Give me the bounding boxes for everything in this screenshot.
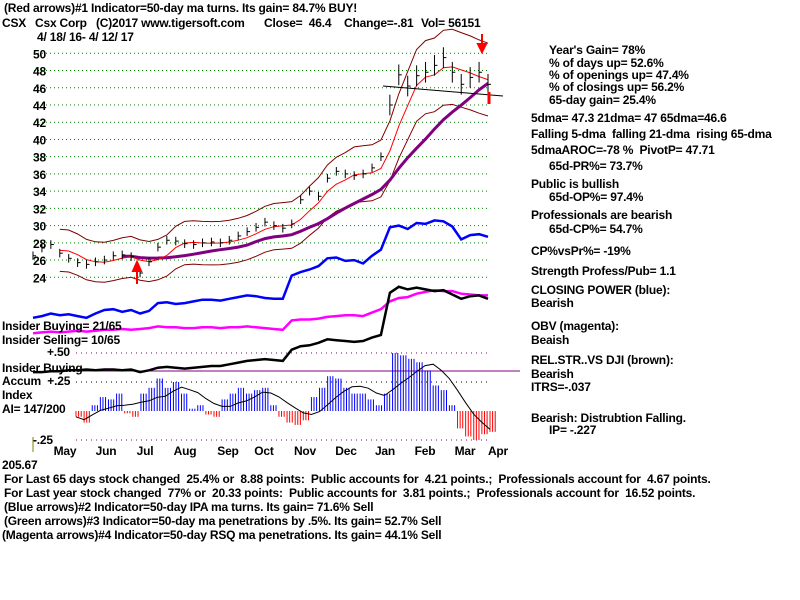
cp-vs-pr: CP%vsPr%= -19% bbox=[531, 244, 631, 258]
rs-label: REL.STR..VS DJI (brown): bbox=[531, 353, 674, 367]
footer-last-year: For Last year stock changed 77% or 20.33… bbox=[4, 486, 696, 500]
y-tick-label: 30 bbox=[33, 220, 46, 234]
ip-label: Bearish: Distrubtion Falling. bbox=[531, 411, 686, 425]
ma21-line bbox=[59, 66, 489, 263]
insider-selling: Insider Selling= 10/65 bbox=[2, 333, 120, 347]
obv-line bbox=[32, 288, 488, 335]
x-tick-label: Jan bbox=[375, 444, 395, 458]
volume-value: Vol= 56151 bbox=[421, 16, 481, 30]
y-tick-label: 38 bbox=[33, 151, 46, 165]
signal-line: (Red arrows)#1 Indicator=50-day ma turns… bbox=[4, 1, 358, 15]
gain-65d: 65-day gain= 25.4% bbox=[549, 93, 656, 107]
closings-up: % of closings up= 56.2% bbox=[549, 80, 685, 94]
accum-plus25-label: Accum +.25 bbox=[2, 374, 71, 388]
professionals-status: Professionals are bearish bbox=[531, 208, 673, 222]
y-tick-label: 26 bbox=[33, 254, 46, 268]
x-tick-label: May bbox=[54, 444, 77, 458]
change-value: Change=-.81 bbox=[344, 16, 414, 30]
closing-power-label: CLOSING POWER (blue): bbox=[531, 283, 671, 297]
y-tick-label: 40 bbox=[33, 133, 46, 147]
footer-magenta-arrows: (Magenta arrows)#4 Indicator=50-day RSQ … bbox=[2, 528, 442, 542]
insider-buying: Insider Buying= 21/65 bbox=[2, 319, 122, 333]
y-tick-label: 42 bbox=[33, 116, 46, 130]
strength-ratio: Strength Profess/Pub= 1.1 bbox=[531, 264, 676, 278]
dma-trend: Falling 5-dma falling 21-dma rising 65-d… bbox=[531, 127, 772, 141]
x-tick-label: Aug bbox=[174, 444, 197, 458]
lower-band bbox=[59, 103, 489, 283]
x-tick-label: Sep bbox=[217, 444, 238, 458]
insider-buying-label: Insider Buying bbox=[2, 361, 83, 375]
closing-power-line bbox=[32, 219, 489, 320]
y-tick-label: 28 bbox=[33, 237, 46, 251]
days-up: % of days up= 52.6% bbox=[549, 56, 664, 70]
x-tick-label: Jul bbox=[137, 444, 154, 458]
sell-arrow-icon bbox=[476, 34, 488, 55]
close-value: Close= 46.4 bbox=[264, 16, 332, 30]
y-tick-label: 32 bbox=[33, 202, 46, 216]
rel-strength-line bbox=[33, 285, 489, 374]
x-tick-label: Nov bbox=[294, 444, 317, 458]
footer-green-arrows: (Green arrows)#3 Indicator=50-day ma pen… bbox=[4, 514, 442, 528]
pivot-trendline bbox=[382, 85, 504, 97]
index-label: Index bbox=[2, 388, 33, 402]
y-tick-label: 44 bbox=[33, 99, 46, 113]
ticker: CSX bbox=[2, 16, 27, 30]
upper-band bbox=[59, 28, 489, 243]
accum-ma-line bbox=[75, 363, 491, 430]
x-tick-label: Apr bbox=[488, 444, 509, 458]
y-tick-label: 46 bbox=[33, 82, 46, 96]
y-tick-label: 34 bbox=[33, 185, 46, 199]
rs-value: Bearish bbox=[531, 367, 574, 381]
footer-blue-arrows: (Blue arrows)#2 Indicator=50-day IPA ma … bbox=[4, 500, 374, 514]
x-tick-label: Jun bbox=[96, 444, 117, 458]
dma-values: 5dma= 47.3 21dma= 47 65dma=46.6 bbox=[531, 111, 727, 125]
y-tick-label: 50 bbox=[33, 47, 46, 61]
obv-label: OBV (magenta): bbox=[531, 319, 619, 333]
op-65d: 65d-OP%= 97.4% bbox=[549, 190, 644, 204]
openings-up: % of openings up= 47.4% bbox=[549, 68, 689, 82]
cp-65d: 65d-CP%= 54.7% bbox=[549, 222, 643, 236]
y-tick-label: 48 bbox=[33, 65, 46, 79]
accum-plus50-label: +.50 bbox=[47, 345, 70, 359]
x-tick-label: Dec bbox=[335, 444, 357, 458]
y-tick-label: 36 bbox=[33, 168, 46, 182]
footer-65-days: For Last 65 days stock changed 25.4% or … bbox=[4, 472, 711, 486]
x-tick-label: Mar bbox=[455, 444, 476, 458]
ip-value: IP= -.227 bbox=[549, 423, 597, 437]
overlap-value: 205.67 bbox=[2, 458, 38, 472]
copyright: (C)2017 www.tigersoft.com bbox=[96, 16, 245, 30]
ma65-line bbox=[122, 82, 489, 260]
y-tick-label: 24 bbox=[33, 271, 46, 285]
buy-arrow-icon bbox=[131, 259, 143, 284]
aroc-pivot: 5dmaAROC=-78 % PivotP= 47.71 bbox=[531, 143, 715, 157]
years-gain: Year's Gain= 78% bbox=[549, 43, 646, 57]
x-tick-label: Oct bbox=[254, 444, 274, 458]
ai-value: AI= 147/200 bbox=[2, 402, 66, 416]
x-tick-label: Feb bbox=[415, 444, 436, 458]
pr-65d: 65d-PR%= 73.7% bbox=[549, 159, 643, 173]
date-range: 4/ 18/ 16- 4/ 12/ 17 bbox=[37, 30, 134, 44]
obv-value: Beaish bbox=[531, 333, 570, 347]
itrs-value: ITRS=-.037 bbox=[531, 380, 591, 394]
company-name: Csx Corp bbox=[35, 16, 87, 30]
public-status: Public is bullish bbox=[531, 177, 619, 191]
accum-minus25-label: -.25 bbox=[33, 433, 53, 447]
closing-power-value: Bearish bbox=[531, 296, 574, 310]
